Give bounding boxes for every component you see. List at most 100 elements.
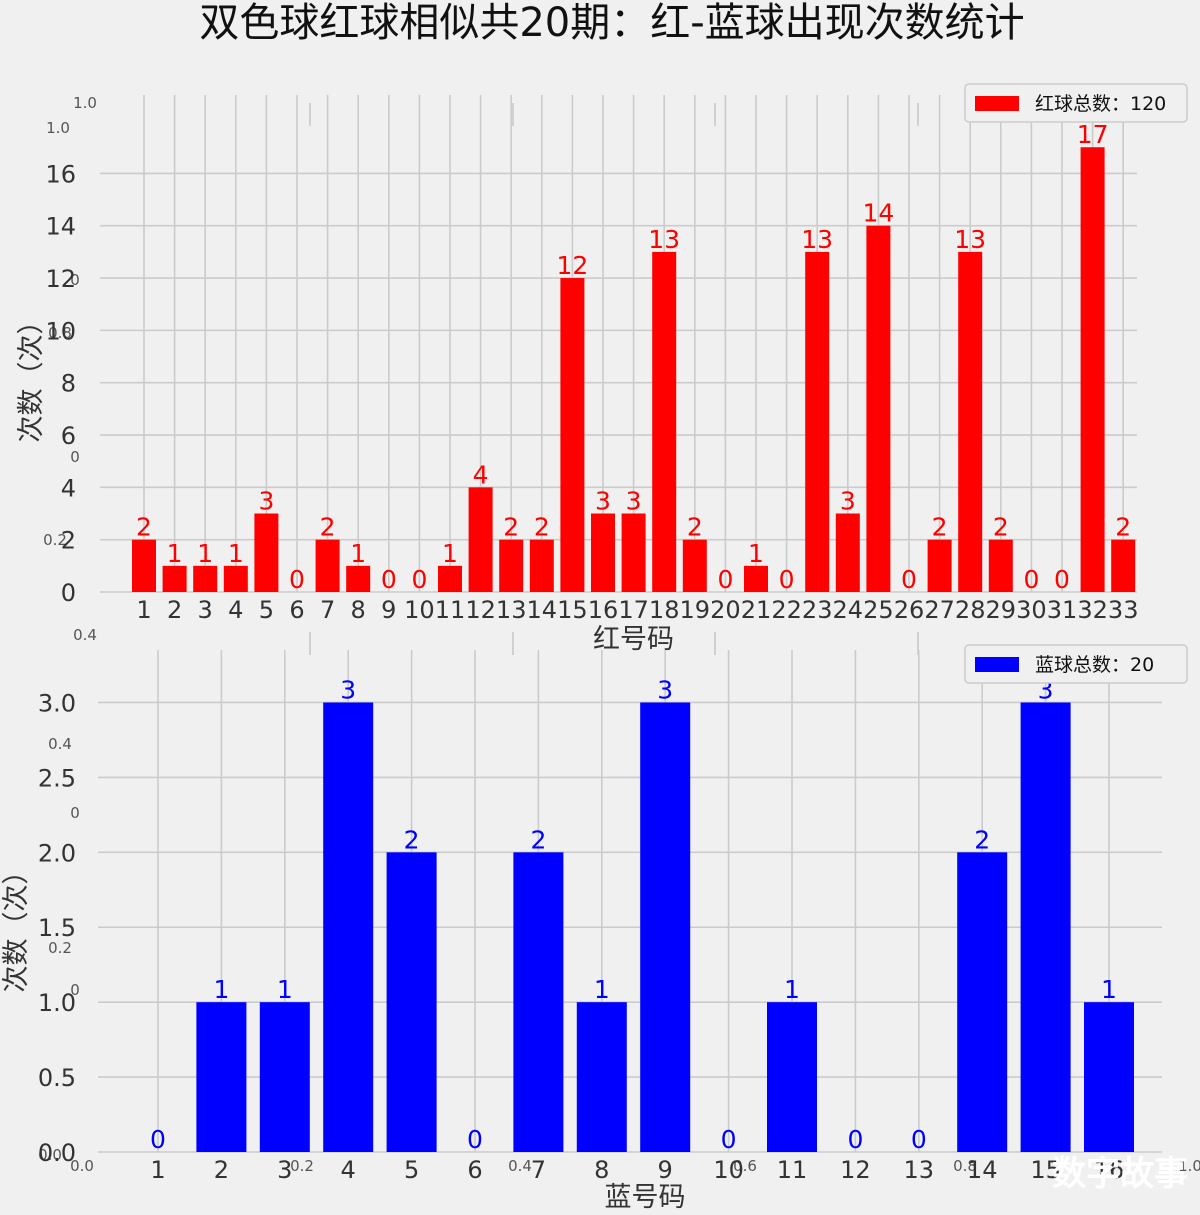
- y-axis-label: 次数（次）: [16, 308, 47, 443]
- bar: [132, 539, 156, 592]
- y-tick-label: 2.5: [38, 764, 76, 792]
- bar: [1020, 702, 1071, 1152]
- y-tick-label: 6: [61, 422, 76, 450]
- x-tick-label: 22: [771, 596, 802, 624]
- x-tick-label: 31: [1047, 596, 1078, 624]
- bar: [682, 539, 707, 592]
- x-tick-label: 33: [1108, 596, 1139, 624]
- data-label: 3: [595, 487, 611, 516]
- y-tick-label: 0.5: [38, 1064, 76, 1092]
- data-label: 17: [1077, 120, 1109, 149]
- bar: [513, 852, 564, 1152]
- data-label: 0: [847, 1125, 863, 1154]
- blue-ball-panel: 0.00.51.01.52.02.53.00112133425062718390…: [1, 644, 1188, 1213]
- data-label: 4: [473, 460, 489, 489]
- y-tick-label: 8: [61, 370, 76, 398]
- bar: [315, 539, 340, 592]
- data-label: 2: [136, 513, 152, 542]
- x-tick-label: 23: [802, 596, 833, 624]
- x-tick-label: 28: [955, 596, 986, 624]
- legend-box: [964, 83, 1188, 123]
- bar: [254, 513, 279, 592]
- ghost-tick-label: 0.4: [508, 1157, 532, 1175]
- x-tick-label: 10: [404, 596, 435, 624]
- data-label: 0: [1023, 565, 1039, 594]
- x-tick-label: 20: [710, 596, 741, 624]
- ghost-tick-label: 1.0: [73, 94, 97, 112]
- x-tick-label: 26: [894, 596, 925, 624]
- x-tick-label: 10: [713, 1156, 744, 1184]
- bar: [529, 539, 554, 592]
- x-tick-label: 3: [198, 596, 213, 624]
- bar: [438, 565, 462, 592]
- bar: [223, 565, 248, 592]
- bar: [744, 565, 768, 592]
- bar: [576, 1002, 627, 1152]
- data-label: 2: [687, 513, 703, 542]
- x-tick-label: 6: [289, 596, 304, 624]
- x-tick-label: 21: [741, 596, 772, 624]
- bar: [1111, 539, 1136, 592]
- ghost-tick-label: 0.4: [48, 735, 72, 753]
- ghost-tick-label: 0.0: [38, 1146, 62, 1164]
- ghost-tick-label: 1.0: [1178, 1157, 1200, 1175]
- data-label: 0: [150, 1125, 166, 1154]
- x-tick-label: 27: [924, 596, 955, 624]
- y-tick-label: 10: [45, 317, 76, 345]
- data-label: 0: [721, 1125, 737, 1154]
- bar: [957, 852, 1008, 1152]
- data-label: 3: [626, 487, 642, 516]
- y-tick-label: 14: [45, 213, 76, 241]
- data-label: 0: [381, 565, 397, 594]
- ghost-tick-label: 0: [70, 448, 80, 466]
- y-tick-label: 1.0: [38, 989, 76, 1017]
- y-axis-label: 次数（次）: [1, 858, 32, 993]
- data-label: 0: [901, 565, 917, 594]
- data-label: 3: [657, 675, 673, 704]
- bar: [499, 539, 524, 592]
- legend-label: 红球总数：120: [1035, 93, 1166, 115]
- bar: [1080, 147, 1105, 592]
- y-tick-label: 0.0: [38, 1139, 76, 1167]
- x-tick-label: 8: [594, 1156, 609, 1184]
- data-label: 2: [503, 513, 519, 542]
- bar: [621, 513, 646, 592]
- x-tick-label: 15: [1030, 1156, 1061, 1184]
- x-tick-label: 29: [986, 596, 1017, 624]
- bar: [988, 539, 1013, 592]
- x-tick-label: 2: [214, 1156, 229, 1184]
- data-label: 2: [404, 825, 420, 854]
- x-tick-label: 6: [467, 1156, 482, 1184]
- bar: [805, 251, 830, 593]
- data-label: 13: [801, 225, 833, 254]
- data-label: 0: [779, 565, 795, 594]
- x-tick-label: 30: [1016, 596, 1047, 624]
- x-tick-label: 11: [777, 1156, 808, 1184]
- data-label: 14: [862, 199, 894, 228]
- bar: [323, 702, 374, 1152]
- x-tick-label: 1: [136, 596, 151, 624]
- data-label: 2: [320, 513, 336, 542]
- bar: [835, 513, 860, 592]
- data-label: 1: [748, 539, 764, 568]
- data-label: 1: [228, 539, 244, 568]
- data-label: 2: [530, 825, 546, 854]
- data-label: 0: [911, 1125, 927, 1154]
- data-label: 1: [213, 975, 229, 1004]
- ghost-tick-label: 0.4: [73, 626, 97, 644]
- x-tick-label: 2: [167, 596, 182, 624]
- y-tick-label: 1.5: [38, 914, 76, 942]
- x-tick-label: 19: [680, 596, 711, 624]
- x-tick-label: 18: [649, 596, 680, 624]
- x-tick-label: 12: [840, 1156, 871, 1184]
- legend-swatch: [975, 657, 1019, 672]
- x-tick-label: 1: [150, 1156, 165, 1184]
- data-label: 2: [534, 513, 550, 542]
- y-tick-label: 2.0: [38, 839, 76, 867]
- ghost-tick-label: 1.0: [46, 119, 70, 137]
- y-tick-label: 12: [45, 265, 76, 293]
- ghost-tick-label: 0.0: [70, 1157, 94, 1175]
- legend-box: [964, 644, 1188, 684]
- bar: [386, 852, 437, 1152]
- x-tick-label: 4: [228, 596, 243, 624]
